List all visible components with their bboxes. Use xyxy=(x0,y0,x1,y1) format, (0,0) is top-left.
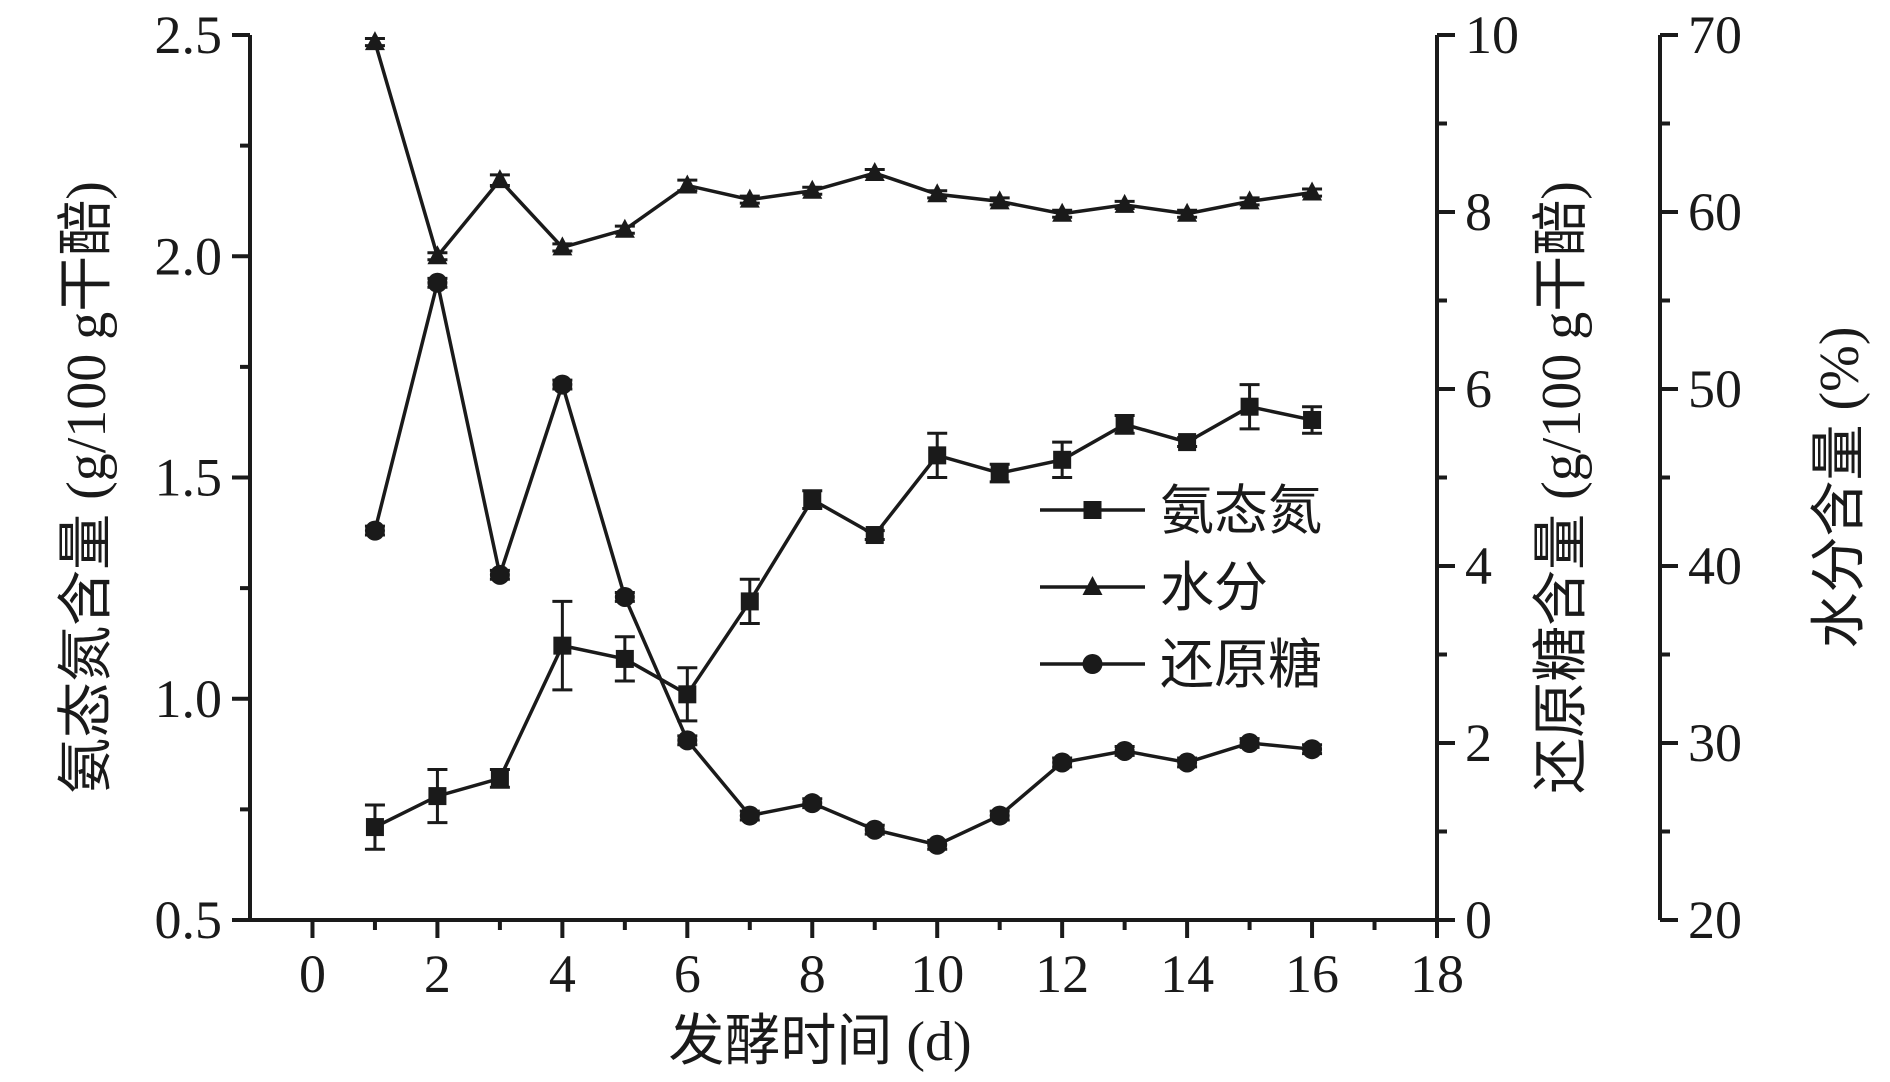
right-axis-1-tick-label: 0 xyxy=(1465,890,1492,950)
x-axis-tick-label: 10 xyxy=(910,944,964,1004)
legend-item: 水分 xyxy=(1040,558,1268,618)
right-axis-1-tick-label: 4 xyxy=(1465,536,1492,596)
data-point xyxy=(740,592,759,611)
data-point xyxy=(1114,193,1135,213)
data-point xyxy=(990,464,1009,483)
data-point xyxy=(1114,740,1135,761)
data-point xyxy=(864,162,885,182)
legend-item: 还原糖 xyxy=(1040,635,1322,695)
data-point xyxy=(552,236,573,256)
data-point xyxy=(802,179,823,199)
data-point xyxy=(989,190,1010,210)
data-point xyxy=(1177,202,1198,222)
data-point xyxy=(489,564,510,585)
data-point xyxy=(427,245,448,265)
series-square xyxy=(364,383,1323,851)
right-axis-2-tick-label: 50 xyxy=(1688,359,1742,419)
legend-label: 还原糖 xyxy=(1160,635,1322,695)
data-point xyxy=(1052,202,1073,222)
left-axis-tick-label: 1.5 xyxy=(155,448,223,508)
x-axis-tick-label: 14 xyxy=(1160,944,1214,1004)
data-point xyxy=(678,685,697,704)
data-point xyxy=(1239,733,1260,753)
x-axis-tick-label: 12 xyxy=(1035,944,1089,1004)
legend-label: 水分 xyxy=(1160,558,1268,618)
data-point xyxy=(428,787,447,806)
data-point xyxy=(1239,190,1260,210)
right-axis-2-tick-label: 40 xyxy=(1688,536,1742,596)
series-line xyxy=(374,404,1313,829)
right-axis-1-tick-label: 8 xyxy=(1465,182,1492,242)
data-point xyxy=(927,834,948,855)
left-axis-tick-label: 1.0 xyxy=(155,669,223,729)
axes-layer: 0.5 1.0 1.5 2.0 2.5 氨态氮含量 (g/100 g干醅) 0 2 4 6 8 10 1… xyxy=(56,5,1871,1004)
data-point xyxy=(677,730,698,751)
data-point xyxy=(615,649,634,668)
right-axis-2-tick-label: 20 xyxy=(1688,890,1742,950)
data-point xyxy=(1302,181,1323,201)
legend-label: 氨态氮 xyxy=(1160,481,1322,541)
data-point xyxy=(1240,397,1259,416)
data-point xyxy=(552,374,573,395)
left-axis-tick-label: 2.0 xyxy=(155,226,223,286)
right-axis-1-tick-label: 2 xyxy=(1465,713,1492,773)
legend-marker xyxy=(1082,654,1103,674)
legend-marker xyxy=(1083,501,1102,519)
data-point xyxy=(365,818,384,837)
data-point xyxy=(1115,415,1134,434)
data-point xyxy=(427,272,448,293)
data-point xyxy=(677,174,698,194)
data-point xyxy=(1178,433,1197,452)
data-point xyxy=(1052,752,1073,773)
series-layer xyxy=(364,31,1323,855)
x-axis-tick-label: 0 xyxy=(299,944,326,1004)
data-point xyxy=(1053,450,1072,469)
data-point xyxy=(739,188,760,208)
right-axis-1-tick-label: 10 xyxy=(1465,5,1519,65)
series-line xyxy=(373,41,1313,260)
data-point xyxy=(553,636,572,655)
data-point xyxy=(1302,739,1323,760)
data-point xyxy=(865,526,884,545)
x-axis-tick-label: 2 xyxy=(424,944,451,1004)
right-axis-1-tick-label: 6 xyxy=(1465,359,1492,419)
right-axis-2-title: 水分含量 (%) xyxy=(1809,327,1871,649)
right-axis-1-title: 还原糖含量 (g/100 g干醅) xyxy=(1531,181,1593,794)
data-point xyxy=(490,769,509,788)
data-point xyxy=(739,805,760,826)
legend-marker xyxy=(1082,576,1103,595)
left-axis-title: 氨态氮含量 (g/100 g干醅) xyxy=(56,181,118,794)
data-point xyxy=(927,183,948,203)
right-axis-2-tick-label: 60 xyxy=(1688,182,1742,242)
data-point xyxy=(614,218,635,238)
x-axis-tick-label: 6 xyxy=(674,944,701,1004)
series-line xyxy=(373,282,1313,847)
x-axis-tick-label: 16 xyxy=(1285,944,1339,1004)
legend-item: 氨态氮 xyxy=(1040,481,1322,541)
data-point xyxy=(803,490,822,509)
data-point xyxy=(1177,752,1198,773)
x-axis-tick-label: 18 xyxy=(1410,944,1464,1004)
data-point xyxy=(1303,410,1322,429)
series-circle xyxy=(364,272,1323,855)
left-axis-tick-label: 2.5 xyxy=(155,5,223,65)
x-axis-tick-label: 4 xyxy=(549,944,576,1004)
data-point xyxy=(364,31,385,51)
data-point xyxy=(614,586,635,607)
x-axis-title: 发酵时间 (d) xyxy=(668,1011,971,1073)
data-point xyxy=(802,793,823,814)
right-axis-2-tick-label: 30 xyxy=(1688,713,1742,773)
data-point xyxy=(364,520,385,541)
left-axis-tick-label: 0.5 xyxy=(155,890,223,950)
x-axis-tick-label: 8 xyxy=(799,944,826,1004)
data-point xyxy=(489,169,510,189)
data-point xyxy=(989,805,1010,826)
data-point xyxy=(864,819,885,840)
series-triangle xyxy=(364,31,1323,265)
data-point xyxy=(928,446,947,465)
right-axis-2-tick-label: 70 xyxy=(1688,5,1742,65)
